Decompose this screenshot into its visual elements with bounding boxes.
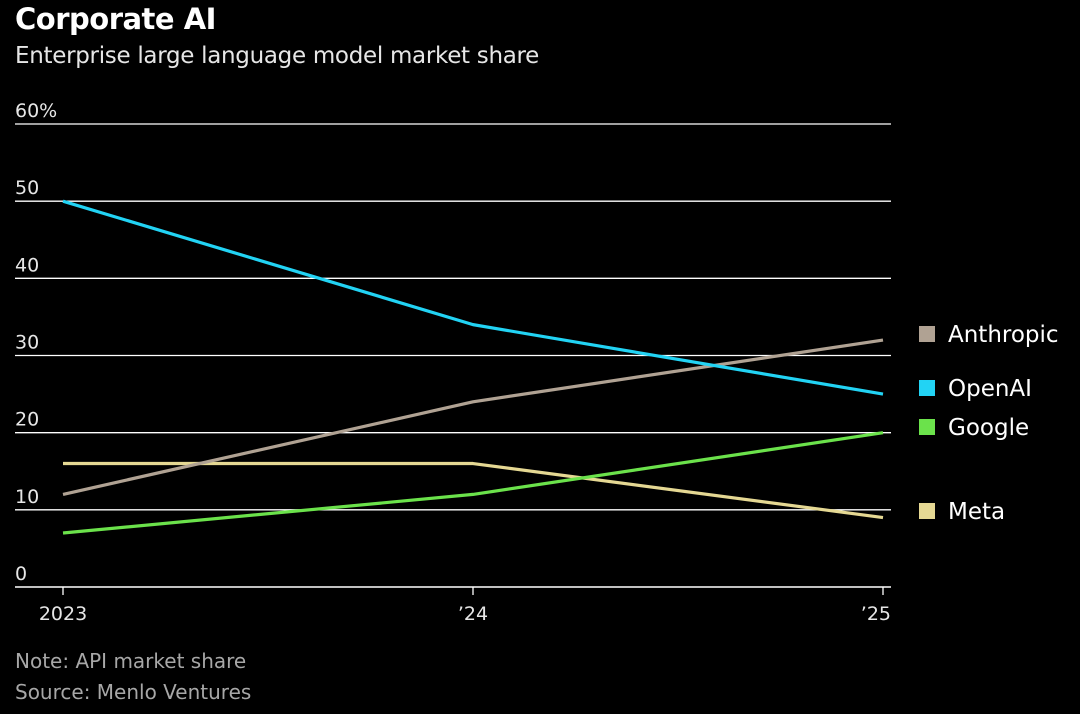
gridlines [15, 123, 891, 588]
legend-swatch-google [919, 419, 935, 435]
chart-note: Note: API market share [15, 649, 247, 673]
legend-swatch-meta [919, 503, 935, 519]
chart-title: Corporate AI [15, 2, 216, 36]
x-tick-label: ’24 [458, 603, 488, 625]
series-line-google [62, 431, 884, 535]
chart-source: Source: Menlo Ventures [15, 680, 252, 704]
y-tick-labels: 60% 50 40 30 20 10 0 [15, 100, 57, 585]
legend: Anthropic OpenAI Google Meta [919, 322, 1059, 525]
legend-label-google: Google [948, 415, 1029, 441]
legend-swatch-anthropic [919, 326, 935, 342]
x-tick-labels: 2023 ’24 ’25 [39, 587, 891, 625]
x-tick-label: 2023 [39, 603, 87, 625]
x-tick-label: ’25 [861, 603, 891, 625]
y-tick-label: 60% [15, 100, 57, 122]
legend-swatch-openai [919, 380, 935, 396]
series-line-anthropic [62, 338, 884, 496]
chart-subtitle: Enterprise large language model market s… [15, 43, 540, 69]
y-tick-label: 50 [15, 177, 39, 199]
legend-label-openai: OpenAI [948, 376, 1032, 402]
y-tick-label: 10 [15, 486, 39, 508]
series-line-openai [62, 199, 884, 396]
legend-label-anthropic: Anthropic [948, 322, 1059, 348]
y-tick-label: 30 [15, 332, 39, 354]
y-tick-label: 0 [15, 563, 27, 585]
y-tick-label: 20 [15, 409, 39, 431]
series-lines [62, 199, 884, 535]
legend-label-meta: Meta [948, 499, 1005, 525]
y-tick-label: 40 [15, 254, 39, 276]
